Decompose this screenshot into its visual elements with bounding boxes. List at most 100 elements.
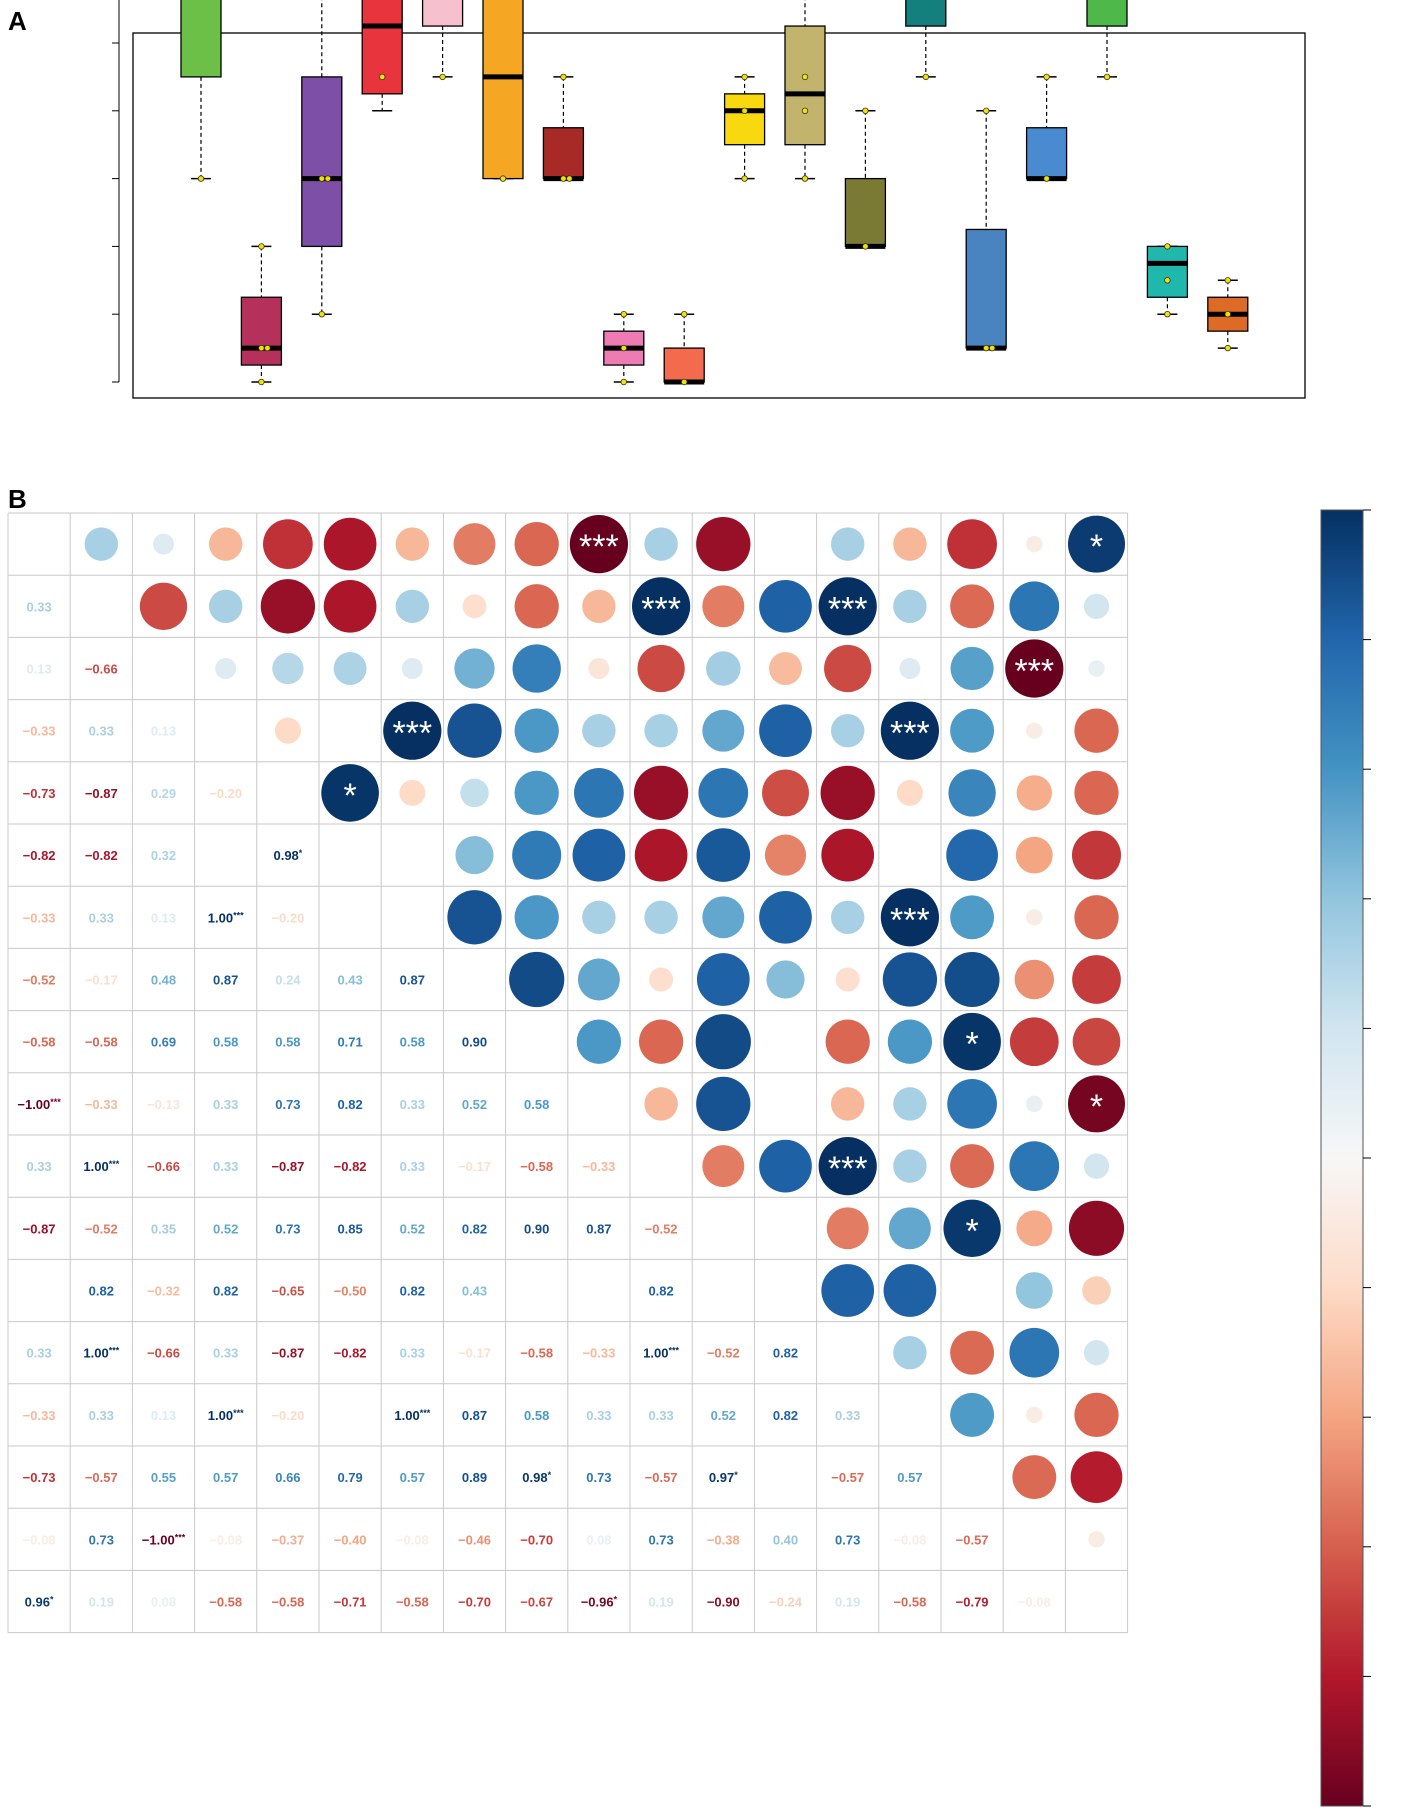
correlation-circle bbox=[577, 958, 620, 1001]
box-body bbox=[723, 93, 766, 146]
correlation-circle bbox=[696, 953, 750, 1006]
correlation-circle bbox=[644, 1087, 678, 1121]
data-point bbox=[1224, 277, 1231, 284]
correlation-value: −0.71 bbox=[334, 1595, 367, 1610]
data-point bbox=[862, 107, 869, 114]
correlation-value: −0.58 bbox=[520, 1346, 553, 1361]
data-point bbox=[1043, 73, 1050, 81]
data-point bbox=[1164, 311, 1171, 318]
data-point bbox=[620, 311, 627, 318]
correlation-value: −1.00*** bbox=[17, 1097, 61, 1112]
plot-frame bbox=[132, 32, 1306, 399]
correlation-circle bbox=[1083, 1340, 1110, 1366]
correlation-circle bbox=[950, 1330, 995, 1375]
significance-stars: * bbox=[614, 1595, 618, 1605]
significance-stars: * bbox=[548, 1470, 552, 1480]
correlation-circle bbox=[633, 765, 689, 821]
correlation-value: −0.33 bbox=[582, 1159, 615, 1174]
correlation-value: −0.08 bbox=[1018, 1595, 1051, 1610]
correlation-value: −0.32 bbox=[147, 1284, 180, 1299]
correlation-value: −0.33 bbox=[582, 1346, 615, 1361]
correlation-circle bbox=[766, 960, 805, 999]
correlation-circle bbox=[830, 527, 865, 561]
box-body bbox=[1025, 127, 1068, 180]
correlation-circle bbox=[395, 527, 430, 561]
data-point bbox=[439, 73, 446, 81]
box-body bbox=[905, 0, 947, 27]
correlation-circle bbox=[821, 1264, 875, 1317]
correlation-circle bbox=[759, 1139, 812, 1193]
correlation-circle bbox=[1074, 708, 1119, 753]
correlation-circle bbox=[888, 1207, 931, 1250]
correlation-value: 0.82 bbox=[213, 1284, 238, 1299]
significance-stars: *** bbox=[890, 715, 930, 753]
correlation-circle bbox=[401, 658, 423, 679]
correlation-circle bbox=[644, 527, 678, 561]
data-point bbox=[258, 344, 265, 352]
correlation-value: 0.89 bbox=[462, 1470, 487, 1485]
correlation-circle bbox=[769, 652, 802, 685]
correlation-circle bbox=[893, 1087, 927, 1121]
correlation-circle bbox=[1074, 770, 1119, 816]
correlation-circle bbox=[950, 1392, 995, 1437]
data-point bbox=[566, 175, 573, 182]
significance-stars: *** bbox=[579, 528, 619, 566]
correlation-circle bbox=[896, 779, 923, 806]
correlation-circle bbox=[395, 589, 430, 624]
box-body bbox=[965, 228, 1007, 349]
correlation-circle bbox=[139, 582, 188, 630]
correlation-circle bbox=[512, 644, 561, 693]
correlation-circle bbox=[215, 658, 237, 679]
box-group bbox=[603, 311, 645, 386]
correlation-circle bbox=[1026, 1095, 1043, 1113]
correlation-circle bbox=[1083, 1153, 1110, 1179]
data-point bbox=[801, 73, 809, 81]
correlation-circle bbox=[323, 517, 377, 571]
data-point bbox=[801, 175, 809, 182]
correlation-circle bbox=[1016, 775, 1053, 811]
correlation-value: 0.58 bbox=[213, 1035, 238, 1050]
significance-stars: *** bbox=[392, 715, 432, 753]
correlation-value: −0.08 bbox=[396, 1532, 429, 1547]
box-group bbox=[301, 0, 343, 318]
correlation-circle bbox=[455, 836, 494, 875]
data-point bbox=[1043, 175, 1050, 182]
correlation-circle bbox=[1072, 955, 1121, 1004]
boxplot-panel bbox=[112, 0, 1306, 399]
correlation-circle bbox=[950, 1144, 995, 1189]
correlation-circle bbox=[208, 527, 243, 561]
correlation-value: −0.87 bbox=[271, 1159, 304, 1174]
correlation-value: 0.66 bbox=[275, 1470, 300, 1485]
correlation-value: −0.52 bbox=[23, 973, 56, 988]
correlation-value: 1.00*** bbox=[394, 1408, 430, 1423]
correlation-circle bbox=[835, 967, 860, 992]
box-body bbox=[240, 296, 283, 366]
significance-stars: * bbox=[1090, 528, 1103, 566]
correlation-circle bbox=[582, 589, 616, 624]
correlation-circle bbox=[447, 703, 502, 758]
data-point bbox=[560, 175, 567, 182]
correlation-value: −0.33 bbox=[85, 1097, 118, 1112]
correlation-value: 0.82 bbox=[773, 1408, 798, 1423]
correlation-circle bbox=[1009, 1327, 1060, 1378]
correlation-circle bbox=[509, 951, 565, 1008]
correlation-value: −0.58 bbox=[209, 1595, 242, 1610]
panel-a-label: A bbox=[8, 6, 27, 36]
correlation-value: 0.33 bbox=[213, 1159, 238, 1174]
correlation-value: 0.32 bbox=[151, 848, 176, 863]
correlation-value: 0.71 bbox=[337, 1035, 362, 1050]
correlation-circle bbox=[696, 1076, 751, 1132]
correlation-circle bbox=[638, 1019, 684, 1064]
panel-b-label: B bbox=[8, 484, 27, 514]
correlation-circle bbox=[830, 900, 865, 935]
correlation-value: 0.33 bbox=[89, 1408, 114, 1423]
box-body bbox=[1146, 245, 1189, 298]
box-group bbox=[1207, 277, 1249, 352]
correlation-circle bbox=[950, 708, 995, 753]
data-point bbox=[258, 378, 265, 386]
significance-stars: *** bbox=[1014, 653, 1054, 691]
significance-stars: *** bbox=[233, 1408, 244, 1418]
correlation-value: 0.97* bbox=[709, 1470, 738, 1485]
correlation-circle bbox=[1070, 1451, 1123, 1503]
